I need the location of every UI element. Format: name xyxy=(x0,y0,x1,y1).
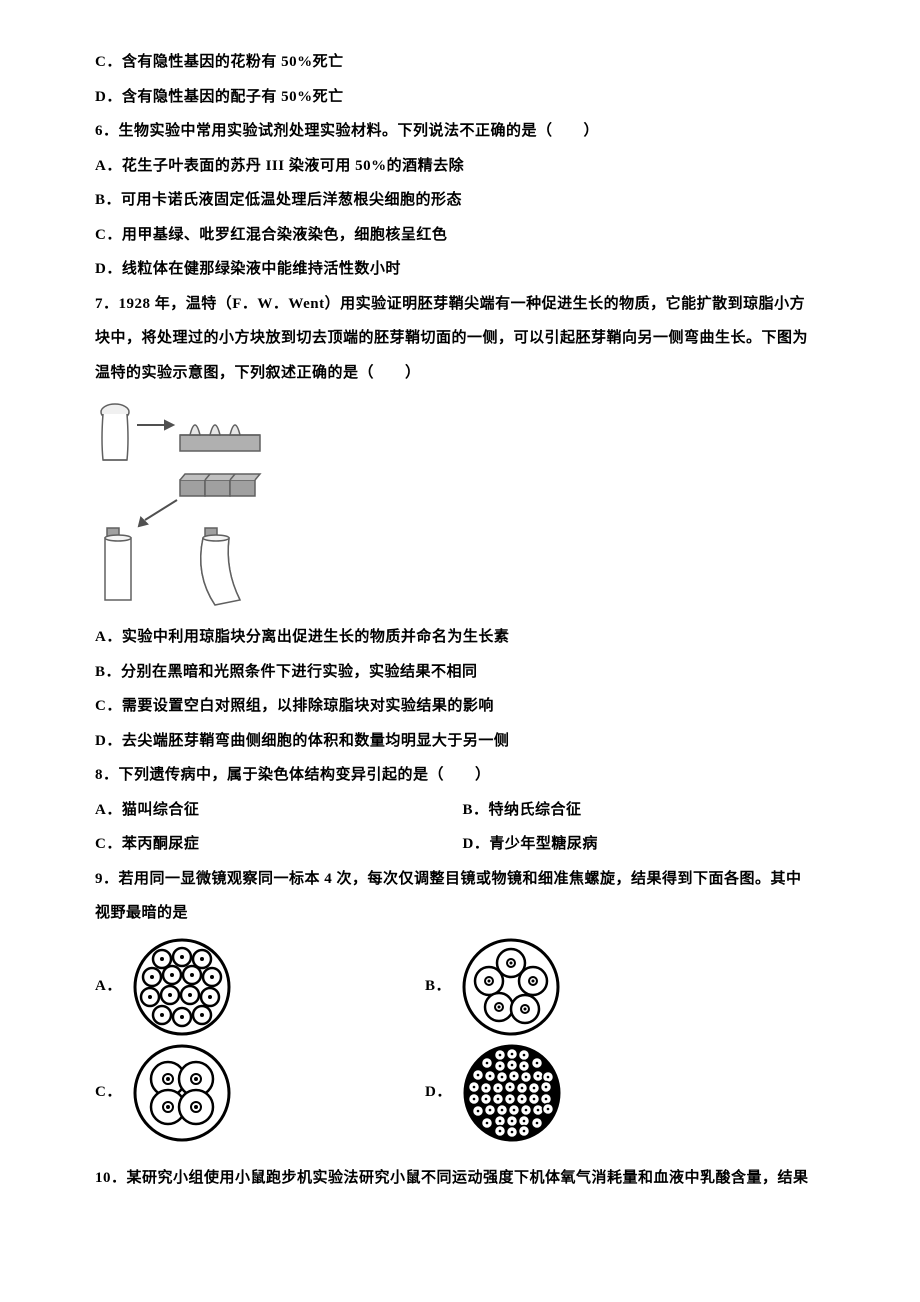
q5-opt-c: C．含有隐性基因的花粉有 50%死亡 xyxy=(95,45,830,80)
q8-opt-b: B．特纳氏综合征 xyxy=(463,793,831,828)
q8-opt-d: D．青少年型糖尿病 xyxy=(463,827,831,862)
q9-label-d: D． xyxy=(425,1075,452,1110)
q7-opt-d: D．去尖端胚芽鞘弯曲侧细胞的体积和数量均明显大于另一侧 xyxy=(95,724,830,759)
q7-figure xyxy=(95,400,830,610)
q8-stem: 8．下列遗传病中，属于染色体结构变异引起的是（ ） xyxy=(95,758,830,793)
q9-image-c xyxy=(132,1043,232,1143)
q6-opt-c: C．用甲基绿、吡罗红混合染液染色，细胞核呈红色 xyxy=(95,218,830,253)
q6-opt-a: A．花生子叶表面的苏丹 III 染液可用 50%的酒精去除 xyxy=(95,149,830,184)
q9-stem-1: 9．若用同一显微镜观察同一标本 4 次，每次仅调整目镜或物镜和细准焦螺旋，结果得… xyxy=(95,862,830,897)
q9-image-a xyxy=(132,937,232,1037)
q7-stem-2: 块中，将处理过的小方块放到切去顶端的胚芽鞘切面的一侧，可以引起胚芽鞘向另一侧弯曲… xyxy=(95,321,830,356)
q8-opt-c: C．苯丙酮尿症 xyxy=(95,827,463,862)
q9-image-d xyxy=(462,1043,562,1143)
q7-stem-1: 7．1928 年，温特（F．W．Went）用实验证明胚芽鞘尖端有一种促进生长的物… xyxy=(95,287,830,322)
q7-opt-b: B．分别在黑暗和光照条件下进行实验，实验结果不相同 xyxy=(95,655,830,690)
q9-label-a: A． xyxy=(95,969,122,1004)
q9-row-ab: A． B． xyxy=(95,937,830,1037)
q6-opt-d: D．线粒体在健那绿染液中能维持活性数小时 xyxy=(95,252,830,287)
q9-label-b: B． xyxy=(425,969,451,1004)
q9-row-cd: C． D． xyxy=(95,1043,830,1143)
q6-stem: 6．生物实验中常用实验试剂处理实验材料。下列说法不正确的是（ ） xyxy=(95,114,830,149)
q10-stem: 10．某研究小组使用小鼠跑步机实验法研究小鼠不同运动强度下机体氧气消耗量和血液中… xyxy=(95,1161,830,1196)
q9-stem-2: 视野最暗的是 xyxy=(95,896,830,931)
q6-opt-b: B．可用卡诺氏液固定低温处理后洋葱根尖细胞的形态 xyxy=(95,183,830,218)
q9-label-c: C． xyxy=(95,1075,122,1110)
q7-opt-c: C．需要设置空白对照组，以排除琼脂块对实验结果的影响 xyxy=(95,689,830,724)
q9-image-b xyxy=(461,937,561,1037)
q7-opt-a: A．实验中利用琼脂块分离出促进生长的物质并命名为生长素 xyxy=(95,620,830,655)
q7-stem-3: 温特的实验示意图，下列叙述正确的是（ ） xyxy=(95,356,830,391)
q5-opt-d: D．含有隐性基因的配子有 50%死亡 xyxy=(95,80,830,115)
q8-opt-a: A．猫叫综合征 xyxy=(95,793,463,828)
